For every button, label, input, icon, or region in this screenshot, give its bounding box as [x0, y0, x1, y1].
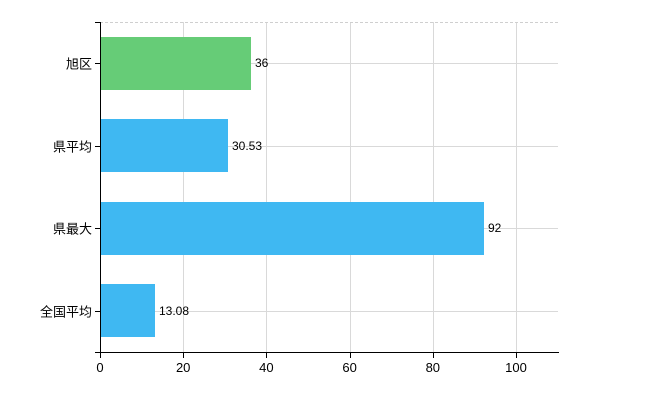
bar-value-label: 13.08: [159, 303, 190, 318]
x-axis-tick-label: 20: [175, 360, 191, 375]
gridline-vertical: [432, 22, 434, 352]
category-label: 旭区: [65, 56, 92, 72]
y-axis-top-tick: [95, 22, 100, 23]
x-axis-tick: [516, 353, 517, 358]
bar-value-label: 30.53: [232, 138, 263, 153]
gridline-horizontal: [100, 311, 558, 312]
y-axis-tick: [95, 311, 100, 312]
x-axis-tick-label: 0: [96, 360, 104, 375]
gridline-vertical: [183, 22, 185, 352]
x-axis-tick-label: 80: [425, 360, 441, 375]
x-axis-tick: [349, 353, 351, 358]
bar-1: [101, 37, 251, 90]
bar-3: [101, 202, 484, 255]
gridline-horizontal: [100, 146, 558, 147]
bar-value-label: 92: [488, 221, 502, 236]
bar-value-label: 36: [255, 56, 269, 71]
x-axis-tick-label: 60: [342, 360, 357, 375]
gridline-horizontal: [100, 63, 558, 64]
plot-top-border: [100, 22, 558, 23]
y-axis-tick: [95, 228, 100, 229]
x-axis-tick-label: 40: [259, 360, 274, 375]
gridline-vertical: [266, 22, 268, 352]
y-axis-line: [100, 22, 101, 353]
x-axis-tick: [183, 353, 185, 358]
x-axis-tick: [432, 353, 434, 358]
bar-4: [101, 284, 155, 337]
y-axis-tick: [95, 63, 100, 64]
x-axis-line: [95, 352, 559, 353]
category-label: 県平均: [52, 139, 92, 155]
bar-2: [101, 119, 228, 172]
y-axis-tick: [95, 146, 100, 147]
category-label: 県最大: [52, 221, 92, 237]
x-axis-tick: [100, 353, 101, 358]
gridline-vertical: [349, 22, 351, 352]
gridline-vertical: [516, 22, 517, 352]
category-label: 全国平均: [39, 304, 92, 320]
x-axis-tick: [266, 353, 268, 358]
x-axis-tick-label: 100: [505, 360, 527, 375]
